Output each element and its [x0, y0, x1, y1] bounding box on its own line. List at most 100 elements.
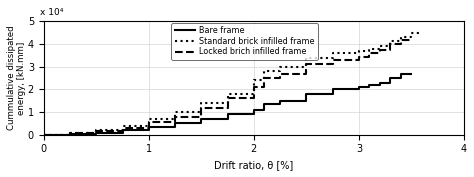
- Bare frame: [356, 86, 362, 88]
- Bare frame: [199, 118, 204, 120]
- Standard brick infilled frame: [277, 70, 283, 72]
- Standard brick infilled frame: [199, 102, 204, 104]
- Standard brick infilled frame: [377, 48, 383, 50]
- Locked brich infilled frame: [67, 132, 73, 135]
- Locked brich infilled frame: [251, 86, 257, 88]
- Locked brich infilled frame: [199, 107, 204, 109]
- Standard brick infilled frame: [330, 52, 336, 54]
- Line: Locked brich infilled frame: Locked brich infilled frame: [44, 39, 411, 135]
- Locked brich infilled frame: [262, 86, 267, 88]
- Bare frame: [388, 77, 393, 79]
- Locked brich infilled frame: [377, 52, 383, 54]
- Locked brich infilled frame: [303, 63, 309, 65]
- Locked brich infilled frame: [303, 73, 309, 75]
- Bare frame: [409, 73, 414, 75]
- Locked brich infilled frame: [41, 134, 46, 136]
- Standard brick infilled frame: [146, 118, 152, 120]
- Locked brich infilled frame: [199, 116, 204, 118]
- Locked brich infilled frame: [398, 43, 404, 45]
- Bare frame: [303, 93, 309, 95]
- Locked brich infilled frame: [330, 63, 336, 65]
- Bare frame: [93, 132, 99, 134]
- Standard brick infilled frame: [356, 52, 362, 54]
- Standard brick infilled frame: [409, 36, 414, 38]
- Standard brick infilled frame: [172, 111, 178, 113]
- Locked brich infilled frame: [93, 132, 99, 135]
- Locked brich infilled frame: [172, 121, 178, 123]
- Bare frame: [41, 134, 46, 136]
- Standard brick infilled frame: [119, 129, 125, 131]
- Bare frame: [146, 129, 152, 131]
- Bare frame: [398, 77, 404, 79]
- Bare frame: [366, 84, 372, 86]
- Locked brich infilled frame: [146, 121, 152, 123]
- Locked brich infilled frame: [377, 49, 383, 51]
- Bare frame: [356, 88, 362, 90]
- X-axis label: Drift ratio, θ [%]: Drift ratio, θ [%]: [214, 160, 293, 170]
- Standard brick infilled frame: [398, 40, 404, 42]
- Locked brich infilled frame: [409, 38, 414, 41]
- Locked brich infilled frame: [366, 55, 372, 58]
- Standard brick infilled frame: [409, 32, 414, 34]
- Bare frame: [251, 113, 257, 115]
- Line: Standard brick infilled frame: Standard brick infilled frame: [44, 33, 422, 135]
- Bare frame: [146, 126, 152, 128]
- Locked brich infilled frame: [119, 130, 125, 132]
- Locked brich infilled frame: [277, 73, 283, 75]
- Bare frame: [388, 82, 393, 84]
- Standard brick infilled frame: [225, 102, 230, 104]
- Standard brick infilled frame: [419, 32, 425, 34]
- Locked brich infilled frame: [67, 134, 73, 136]
- Bare frame: [277, 103, 283, 105]
- Bare frame: [67, 134, 73, 136]
- Standard brick infilled frame: [398, 36, 404, 38]
- Bare frame: [199, 122, 204, 124]
- Bare frame: [172, 122, 178, 124]
- Locked brich infilled frame: [277, 77, 283, 79]
- Locked brich infilled frame: [356, 59, 362, 61]
- Bare frame: [366, 86, 372, 88]
- Line: Bare frame: Bare frame: [44, 74, 411, 135]
- Standard brick infilled frame: [303, 57, 309, 59]
- Bare frame: [303, 100, 309, 102]
- Bare frame: [330, 93, 336, 95]
- Bare frame: [93, 133, 99, 135]
- Text: x 10⁴: x 10⁴: [39, 8, 63, 17]
- Y-axis label: Cummulative dissipated
energy, [kN.mm]: Cummulative dissipated energy, [kN.mm]: [7, 26, 27, 130]
- Locked brich infilled frame: [172, 116, 178, 118]
- Locked brich infilled frame: [388, 43, 393, 45]
- Bare frame: [277, 100, 283, 102]
- Standard brick infilled frame: [172, 118, 178, 120]
- Standard brick infilled frame: [225, 93, 230, 95]
- Standard brick infilled frame: [262, 70, 267, 72]
- Bare frame: [119, 129, 125, 131]
- Standard brick infilled frame: [199, 111, 204, 113]
- Locked brich infilled frame: [93, 130, 99, 132]
- Standard brick infilled frame: [366, 50, 372, 52]
- Standard brick infilled frame: [303, 66, 309, 68]
- Standard brick infilled frame: [251, 79, 257, 81]
- Standard brick infilled frame: [93, 132, 99, 134]
- Locked brich infilled frame: [388, 49, 393, 51]
- Locked brich infilled frame: [398, 38, 404, 41]
- Standard brick infilled frame: [330, 57, 336, 59]
- Locked brich infilled frame: [119, 127, 125, 129]
- Legend: Bare frame, Standard brick infilled frame, Locked brich infilled frame: Bare frame, Standard brick infilled fram…: [172, 23, 318, 60]
- Bare frame: [398, 73, 404, 75]
- Locked brich infilled frame: [262, 77, 267, 79]
- Locked brich infilled frame: [225, 97, 230, 99]
- Bare frame: [262, 109, 267, 111]
- Standard brick infilled frame: [67, 132, 73, 134]
- Bare frame: [67, 133, 73, 135]
- Locked brich infilled frame: [251, 97, 257, 99]
- Standard brick infilled frame: [388, 45, 393, 47]
- Bare frame: [119, 132, 125, 134]
- Standard brick infilled frame: [388, 40, 393, 42]
- Standard brick infilled frame: [356, 50, 362, 52]
- Bare frame: [330, 88, 336, 90]
- Locked brich infilled frame: [330, 59, 336, 61]
- Bare frame: [172, 126, 178, 128]
- Standard brick infilled frame: [377, 45, 383, 47]
- Bare frame: [262, 103, 267, 105]
- Bare frame: [377, 82, 383, 84]
